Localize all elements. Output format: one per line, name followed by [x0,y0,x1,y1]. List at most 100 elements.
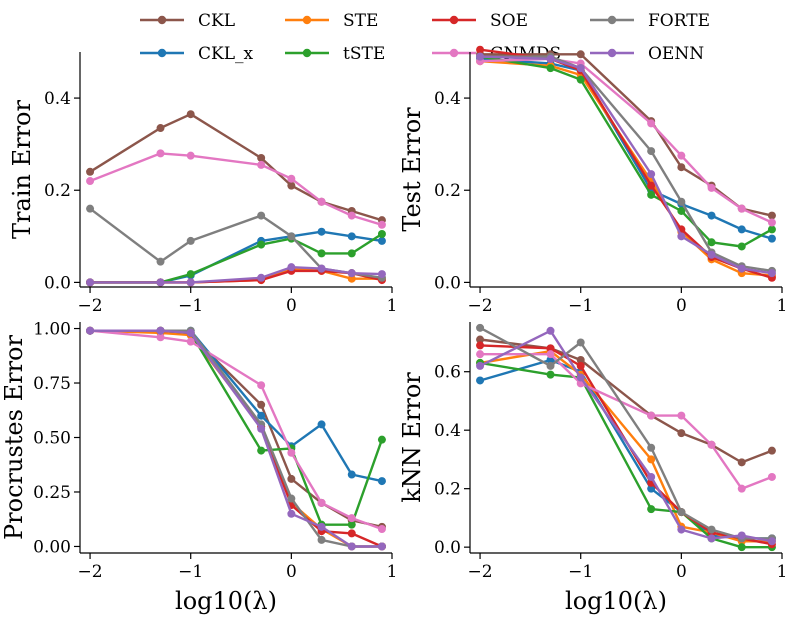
data-point-forte-procrustes [287,494,296,503]
data-point-ckl-train [287,181,296,190]
data-point-oenn-train [377,270,386,279]
data-point-oenn-procrustes [317,522,326,531]
legend-marker-ste [302,15,312,25]
x-tick-label-knn: −1 [568,562,593,582]
y-tick-label-procrustes: 1.00 [33,320,71,340]
data-point-tste-test [707,238,716,247]
legend-marker-oenn [607,48,617,58]
data-point-forte-train [186,236,195,245]
y-tick-label-knn: 0.4 [434,421,461,441]
data-point-soe-test [476,45,485,54]
data-point-gnmds-test [767,218,776,227]
data-point-oenn-test [647,170,656,179]
data-point-ckl-test [677,163,686,172]
data-point-oenn-procrustes [347,542,356,551]
x-axis-label-knn: log10(λ) [565,587,667,615]
data-point-oenn-knn [737,531,746,540]
x-tick-label-knn: 0 [676,562,687,582]
data-point-oenn-train [347,269,356,278]
data-point-ckl-train [186,110,195,119]
data-point-tste-knn [546,370,555,379]
x-tick-label-procrustes: −2 [78,562,103,582]
data-point-soe-test [647,181,656,190]
y-tick-label-procrustes: 0.75 [33,374,71,394]
y-axis-label-train: Train Error [8,100,36,239]
x-tick-label-knn: 1 [777,562,788,582]
x-tick-label-procrustes: 0 [286,562,297,582]
legend-marker-ckl-x [157,48,167,58]
data-point-ckl-x-procrustes [317,420,326,429]
data-point-oenn-knn [767,537,776,546]
x-tick-label-test: 1 [777,296,788,316]
data-point-oenn-train [287,263,296,272]
data-point-gnmds-train [156,149,165,158]
data-point-gnmds-knn [546,350,555,359]
data-point-forte-knn [476,323,485,332]
series-line-gnmds-knn [480,353,773,490]
data-point-forte-knn [546,361,555,370]
y-tick-label-knn: 0.2 [434,480,461,500]
y-axis-label-procrustes: Procrustes Error [0,335,28,540]
data-point-oenn-test [546,54,555,63]
data-point-ckl-x-knn [647,484,656,493]
data-point-oenn-procrustes [377,542,386,551]
series-line-ckl-x-knn [479,358,772,540]
y-tick-label-test: 0.0 [434,273,461,293]
x-tick-label-train: 1 [387,296,398,316]
data-point-gnmds-train [377,220,386,229]
series-line-forte-knn [479,326,772,540]
series-line-ste-knn [479,350,772,543]
data-point-tste-test [576,75,585,84]
data-point-forte-procrustes [317,535,326,544]
data-point-gnmds-train [287,174,296,183]
data-point-forte-test [677,197,686,206]
data-point-oenn-knn [647,472,656,481]
data-point-gnmds-train [186,151,195,160]
data-point-tste-test [767,225,776,234]
data-point-oenn-test [476,52,485,61]
series-line-gnmds-train [89,152,383,226]
panel-test: −2 −1 0 1 0.0 0.2 0.4 Test Error [398,45,788,316]
data-point-soe-procrustes [347,529,356,538]
data-point-gnmds-procrustes [317,498,326,507]
data-point-oenn-train [186,278,195,287]
x-tick-label-procrustes: 1 [387,562,398,582]
data-point-ckl-test [576,50,585,59]
y-tick-label-test: 0.4 [434,89,461,109]
data-point-soe-knn [576,361,585,370]
data-point-oenn-knn [476,361,485,370]
data-point-tste-test [647,190,656,199]
series-line-ste-procrustes [90,329,382,548]
series-line-ckl-x-procrustes [90,329,383,483]
data-point-oenn-test [707,250,716,259]
data-point-ckl-train [86,167,95,176]
data-point-tste-knn [737,543,746,552]
data-point-gnmds-procrustes [156,333,165,342]
y-tick-label-train: 0.0 [44,273,71,293]
data-point-ckl-x-train [317,227,326,236]
series-line-oenn-knn [479,329,773,543]
y-tick-label-procrustes: 0.25 [33,483,71,503]
data-point-oenn-train [156,278,165,287]
data-point-gnmds-procrustes [186,337,195,346]
x-tick-label-test: −1 [568,296,593,316]
data-point-gnmds-test [707,183,716,192]
data-point-forte-train [287,232,296,241]
legend-label-soe: SOE [490,11,528,31]
data-point-ckl-knn [767,446,776,455]
data-point-ckl-knn [677,429,686,438]
data-point-oenn-train [257,273,266,282]
legend-label-ste: STE [343,11,378,31]
data-point-gnmds-knn [767,472,776,481]
data-point-gnmds-train [347,211,356,220]
data-point-ckl-knn [476,335,485,344]
panel-knn: −2 −1 0 1 0.0 0.2 0.4 0.6 kNN Error log10(λ) [398,322,787,615]
data-point-oenn-knn [707,534,716,543]
data-point-ste-train [347,274,356,283]
x-tick-label-train: −1 [178,296,203,316]
data-point-forte-train [86,204,95,213]
data-point-oenn-train [317,264,326,273]
series-line-ckl-x-test [480,57,773,240]
